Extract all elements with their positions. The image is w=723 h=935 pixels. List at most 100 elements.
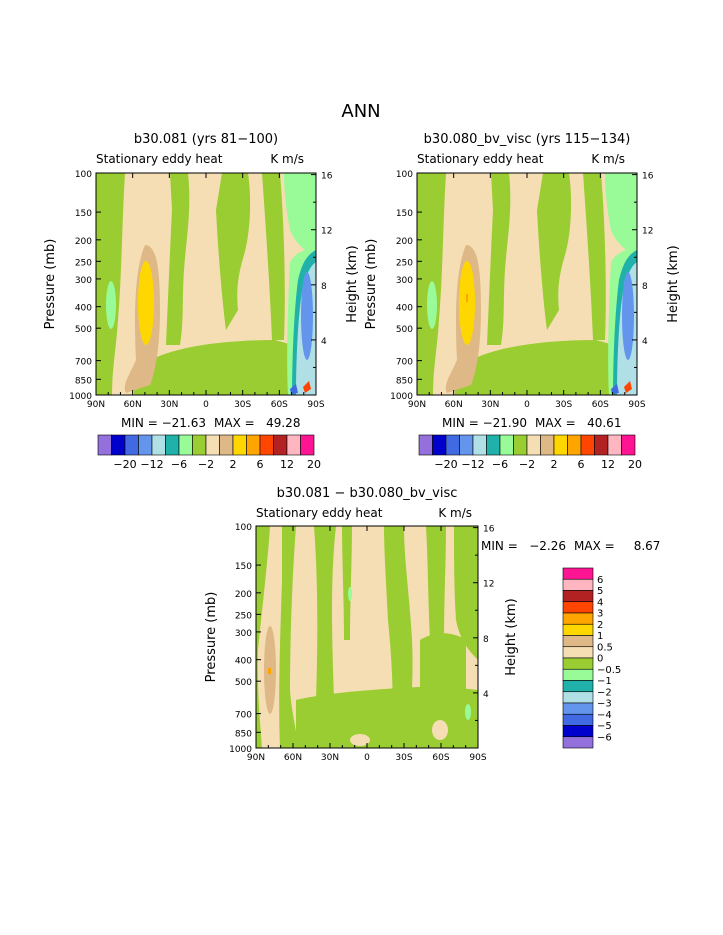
y-tick-label: 250: [235, 611, 252, 621]
colorbar-label: −2: [519, 458, 535, 471]
colorbar-swatch: [459, 434, 474, 456]
colorbar-swatch: [486, 434, 501, 456]
colorbar-swatch: [219, 434, 234, 456]
panel-1-ylabel-right: Height (km): [345, 245, 360, 322]
panel-1-fill-gold: [138, 261, 154, 345]
colorbar-swatch: [562, 725, 594, 738]
colorbar-swatch: [594, 434, 609, 456]
panel-3-fill-green-d: [342, 526, 352, 640]
y-right-tick-label: 16: [483, 525, 495, 535]
colorbar-swatch: [562, 578, 594, 591]
x-tick-label: 30N: [481, 400, 499, 410]
colorbar-label: −4: [597, 710, 612, 721]
colorbar-swatch: [562, 657, 594, 670]
colorbar-swatch: [300, 434, 315, 456]
colorbar-swatch: [562, 713, 594, 726]
x-tick-label: 30S: [395, 753, 412, 763]
panel-3-fill-green-b: [279, 526, 298, 748]
y-right-tick-label: 8: [642, 282, 648, 292]
y-tick-label: 500: [396, 325, 413, 335]
panel-1-subtitle-left: Stationary eddy heat: [96, 152, 223, 166]
panel-1-min-text: MIN = −21.63: [121, 416, 206, 430]
panel-2-fill-cornflower: [622, 272, 634, 360]
colorbar-swatch: [562, 567, 594, 580]
panel-2-fill-wheat-spot-b: [524, 182, 534, 238]
y-tick-label: 400: [235, 657, 252, 667]
panel-2-colorbar: −20 −12 −6 −2 2 6 12 20: [418, 434, 642, 471]
panel-2-fill-green-d: [583, 173, 606, 340]
colorbar-swatch: [138, 434, 153, 456]
panel-1-ticks-overlay: 90N 60N 30N 0 30S 60S 90S 100 150 200 250 300 400 500…: [69, 170, 333, 410]
x-tick-label: 0: [524, 400, 530, 410]
panel-1: b30.081 (yrs 81−100) Stationary eddy hea…: [43, 132, 360, 471]
panel-3-fill-green-c: [314, 526, 336, 700]
panel-2-subtitle-right: K m/s: [591, 152, 625, 166]
colorbar-swatch: [562, 623, 594, 636]
panel-3-fill-green-f: [426, 526, 446, 640]
x-tick-label: 0: [364, 753, 370, 763]
panel-1-max-text: MAX = 49.28: [214, 416, 300, 430]
colorbar-swatch: [472, 434, 487, 456]
panel-3-min-text: MIN = −2.26: [481, 539, 566, 553]
colorbar-label: −20: [434, 458, 457, 471]
x-tick-label: 90S: [307, 400, 324, 410]
colorbar-label: 2: [551, 458, 558, 471]
colorbar-swatch: [178, 434, 193, 456]
colorbar-label: −6: [597, 732, 612, 743]
y-tick-label: 1000: [390, 392, 413, 402]
y-right-tick-label: 12: [483, 580, 494, 590]
panel-3-title: b30.081 − b30.080_bv_visc: [277, 486, 458, 501]
colorbar-swatch: [562, 590, 594, 603]
colorbar-label: −1: [597, 676, 612, 687]
colorbar-label: 12: [601, 458, 615, 471]
colorbar-label: −6: [492, 458, 508, 471]
y-right-tick-label: 4: [483, 690, 489, 700]
y-right-tick-label: 4: [321, 337, 327, 347]
panel-3-max-text: MAX = 8.67: [574, 539, 660, 553]
colorbar-swatch: [580, 434, 595, 456]
panel-1-fill-blue-spot: [290, 384, 298, 394]
y-tick-label: 500: [75, 325, 92, 335]
colorbar-swatch: [607, 434, 622, 456]
panel-3-ylabel-right: Height (km): [504, 598, 519, 675]
panel-1-fill-green-b: [166, 173, 190, 345]
panel-1-fill-green-c: [216, 173, 251, 330]
x-tick-label: 0: [203, 400, 209, 410]
colorbar-swatch: [192, 434, 207, 456]
panel-1-fill-lightgreen-spot: [106, 281, 116, 329]
panel-2: b30.080_bv_visc (yrs 115−134) Stationary…: [364, 132, 681, 471]
colorbar-swatch: [621, 434, 636, 456]
panel-3-fill-wheat-spot-b: [432, 720, 448, 740]
x-tick-label: 60S: [271, 400, 288, 410]
x-tick-label: 30S: [234, 400, 251, 410]
panel-3-fill-orange-spot: [268, 668, 271, 674]
colorbar-swatch: [567, 434, 582, 456]
colorbar-swatch: [124, 434, 139, 456]
colorbar-label: −20: [113, 458, 136, 471]
colorbar-label: −2: [198, 458, 214, 471]
x-tick-label: 60N: [445, 400, 463, 410]
colorbar-swatch: [562, 680, 594, 693]
panel-2-ylabel-right: Height (km): [666, 245, 681, 322]
colorbar-swatch: [513, 434, 528, 456]
panel-2-subtitle-left: Stationary eddy heat: [417, 152, 544, 166]
y-tick-label: 1000: [69, 392, 92, 402]
colorbar-swatch: [165, 434, 180, 456]
y-tick-label: 100: [396, 170, 413, 180]
y-tick-label: 150: [235, 562, 252, 572]
colorbar-swatch: [562, 668, 594, 681]
panel-1-fill-lightgreen-top: [284, 173, 316, 260]
panel-3-contour-field: [256, 526, 478, 748]
colorbar-label: 5: [597, 586, 603, 597]
colorbar-swatch: [553, 434, 568, 456]
colorbar-swatch: [286, 434, 301, 456]
colorbar-swatch: [232, 434, 247, 456]
y-tick-label: 700: [75, 358, 92, 368]
colorbar-swatch: [445, 434, 460, 456]
colorbar-swatch: [151, 434, 166, 456]
x-tick-label: 90N: [87, 400, 105, 410]
y-tick-label: 300: [235, 629, 252, 639]
y-tick-label: 300: [396, 276, 413, 286]
panel-3-fill-wheat-spot-a: [350, 734, 370, 746]
